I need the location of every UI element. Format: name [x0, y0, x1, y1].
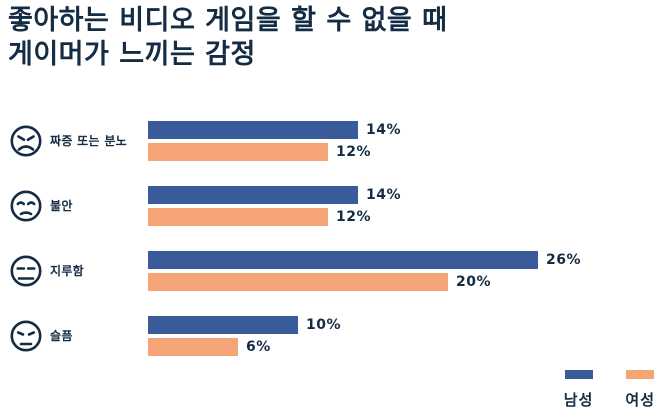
female-bar	[148, 337, 238, 356]
bored-face-icon	[8, 253, 44, 289]
category-label: 지루함	[50, 264, 85, 278]
anxious-face-icon	[8, 188, 44, 224]
male-bar	[148, 185, 358, 204]
female-swatch-icon	[626, 370, 655, 379]
category-label: 짜증 또는 분노	[50, 134, 127, 148]
chart-title: 좋아하는 비디오 게임을 할 수 없을 때 게이머가 느끼는 감정	[8, 4, 448, 72]
bar-group: 26% 20%	[148, 250, 582, 291]
chart-row-anxiety: 불안 14% 12%	[0, 173, 670, 238]
male-bar	[148, 315, 298, 334]
category-label: 불안	[50, 199, 73, 213]
category-label: 슬픔	[50, 329, 73, 343]
female-bar	[148, 142, 328, 161]
chart-row-anger: 짜증 또는 분노 14% 12%	[0, 108, 670, 173]
bar-group: 10% 6%	[148, 315, 342, 356]
male-bar	[148, 250, 538, 269]
chart-title-line2: 게이머가 느끼는 감정	[8, 39, 256, 70]
male-value-label: 14%	[366, 121, 402, 138]
legend-label-female: 여성	[625, 391, 655, 409]
male-swatch-icon	[564, 370, 593, 379]
female-value-label: 20%	[456, 273, 492, 290]
male-bar	[148, 120, 358, 139]
legend-label-male: 남성	[563, 391, 594, 409]
legend-item-female: 여성	[625, 370, 655, 410]
male-value-label: 26%	[546, 251, 582, 268]
chart-legend: 남성 여성	[564, 370, 655, 410]
chart-row-boredom: 지루함 26% 20%	[0, 238, 670, 303]
legend-item-male: 남성	[564, 370, 594, 410]
female-bar	[148, 207, 328, 226]
angry-face-icon	[8, 123, 44, 159]
sad-face-icon	[8, 318, 44, 354]
chart-rows: 짜증 또는 분노 14% 12%	[0, 108, 670, 368]
chart-row-sadness: 슬픔 10% 6%	[0, 303, 670, 368]
bar-group: 14% 12%	[148, 120, 402, 161]
male-value-label: 14%	[366, 186, 402, 203]
female-bar	[148, 272, 448, 291]
male-value-label: 10%	[306, 316, 342, 333]
chart-title-line1: 좋아하는 비디오 게임을 할 수 없을 때	[8, 5, 448, 36]
female-value-label: 12%	[336, 208, 372, 225]
bar-group: 14% 12%	[148, 185, 402, 226]
female-value-label: 6%	[246, 338, 271, 355]
female-value-label: 12%	[336, 143, 372, 160]
